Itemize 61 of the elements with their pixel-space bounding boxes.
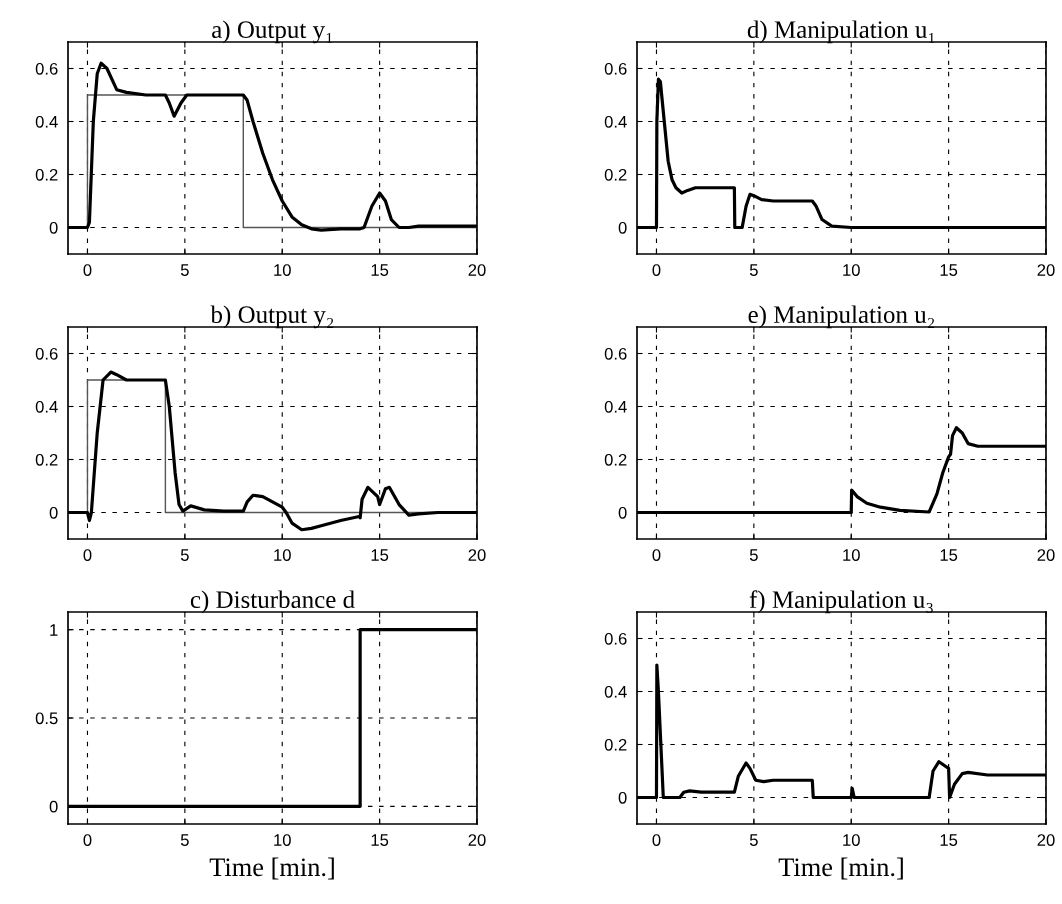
x-tick-label: 10 [843,549,860,561]
x-tick-label: 10 [274,549,291,561]
x-tick-label: 0 [83,264,92,276]
y-tick-label: 0.2 [35,453,58,466]
x-tick-label: 20 [1037,549,1055,561]
x-tick-label: 15 [371,834,389,846]
x-tick-label: 10 [843,264,860,276]
x-tick-label: 20 [1037,264,1055,276]
x-tick-label: 15 [940,834,958,846]
y-tick-label: 0 [618,791,627,804]
y-tick-label: 0.6 [604,62,627,75]
x-tick-label: 10 [274,264,291,276]
y-tick-label: 0.2 [604,453,627,466]
x-tick-label: 5 [749,264,758,276]
chart-title: a) Output y₁ [212,20,333,44]
chart-title: c) Disturbance d [190,590,355,614]
x-tick-label: 5 [180,549,189,561]
chart-title: e) Manipulation u₂ [748,305,935,329]
x-tick-label: 20 [468,264,486,276]
y-tick-label: 0 [618,506,627,519]
y-tick-label: 0.4 [35,400,58,413]
y-tick-label: 0.5 [35,712,58,725]
y-tick-label: 0.6 [604,347,627,360]
y-tick-label: 0.4 [35,115,58,128]
x-tick-label: 15 [371,264,389,276]
x-tick-label: 5 [749,549,758,561]
x-tick-label: 15 [940,549,958,561]
x-tick-label: 10 [274,834,291,846]
x-tick-label: 0 [652,549,661,561]
y-tick-label: 0.4 [604,400,627,413]
x-tick-label: 5 [749,834,758,846]
x-tick-label: 20 [468,834,486,846]
x-tick-label: 15 [371,549,389,561]
x-axis-title: Time [min.] [209,857,334,880]
y-tick-label: 0.4 [604,115,627,128]
y-tick-label: 0.2 [35,168,58,181]
y-tick-label: 0.6 [35,62,58,75]
x-tick-label: 20 [1037,834,1055,846]
y-tick-label: 1 [50,624,58,636]
y-tick-label: 0.2 [604,168,627,181]
chart-title: b) Output y₂ [210,305,334,329]
y-tick-label: 0 [49,221,58,234]
y-tick-label: 0 [49,800,58,813]
x-tick-label: 5 [180,264,189,276]
y-tick-label: 0 [618,221,627,234]
chart-title: d) Manipulation u₁ [747,20,935,44]
y-tick-label: 0.6 [35,347,58,360]
x-tick-label: 20 [468,549,486,561]
chart-title: f) Manipulation u₃ [749,590,933,614]
y-tick-label: 0.2 [604,738,627,751]
y-tick-label: 0.4 [604,685,627,698]
x-tick-label: 0 [652,264,661,276]
y-tick-label: 0 [49,506,58,519]
x-tick-label: 0 [83,834,92,846]
x-tick-label: 0 [83,549,92,561]
x-tick-label: 10 [843,834,860,846]
x-tick-label: 0 [652,834,661,846]
x-axis-title: Time [min.] [778,857,903,880]
y-tick-label: 0.6 [604,632,627,645]
x-tick-label: 5 [180,834,189,846]
x-tick-label: 15 [940,264,958,276]
